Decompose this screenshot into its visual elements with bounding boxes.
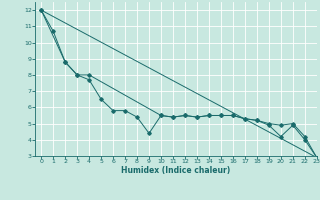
X-axis label: Humidex (Indice chaleur): Humidex (Indice chaleur) [121,166,231,175]
